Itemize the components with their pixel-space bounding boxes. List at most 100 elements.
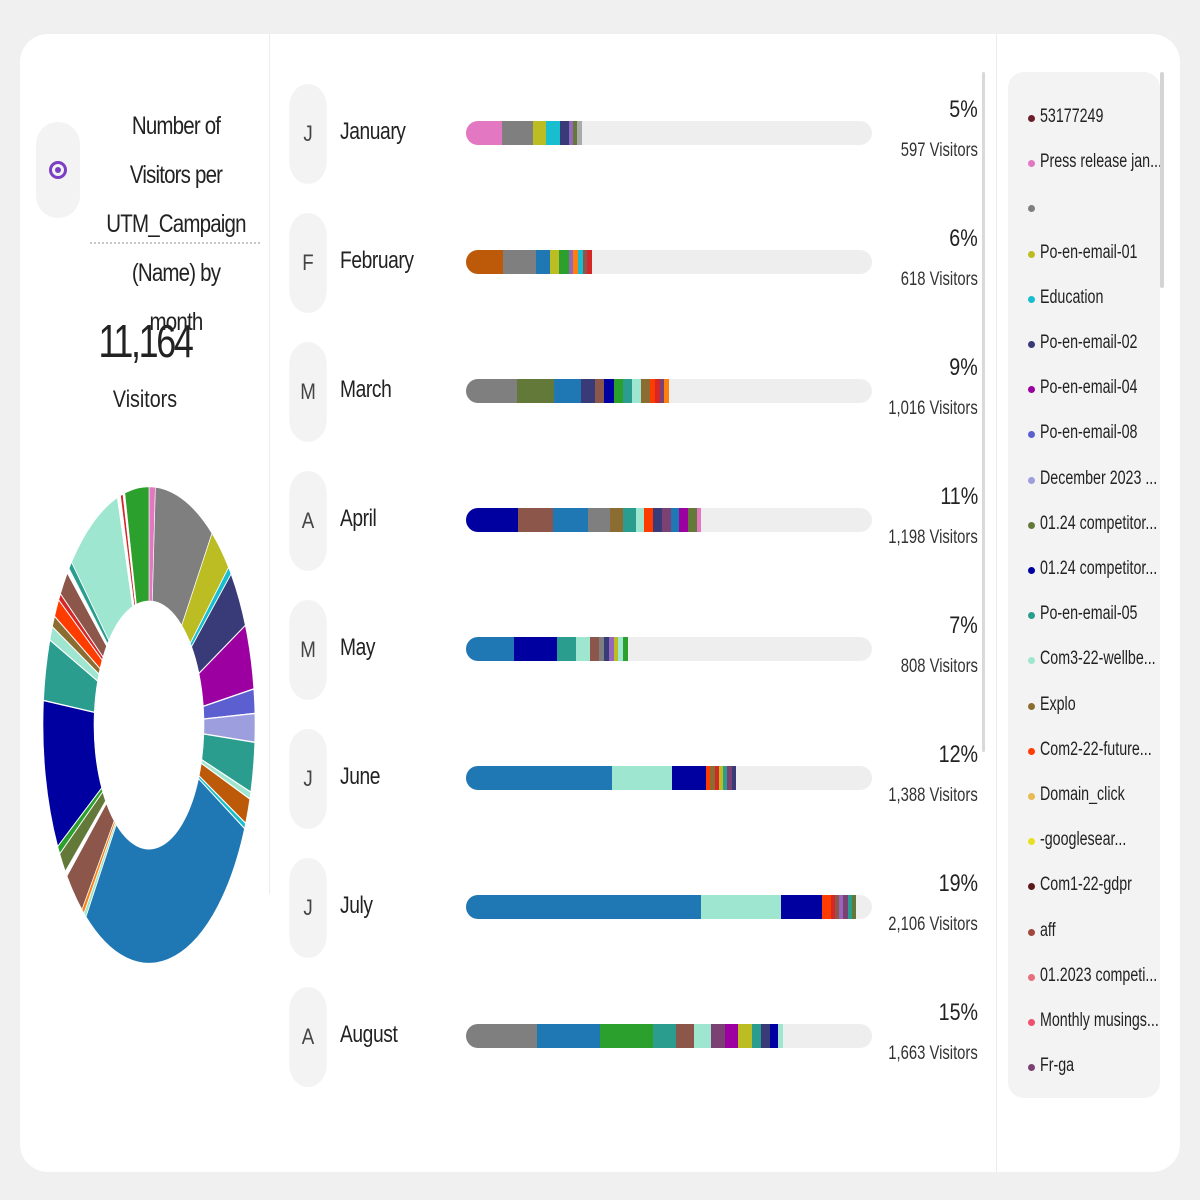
campaign-segment[interactable] [623, 637, 628, 661]
campaign-segment[interactable] [653, 508, 662, 532]
campaign-segment[interactable] [532, 121, 547, 145]
legend-item[interactable]: December 2023 ... [1028, 468, 1160, 498]
campaign-segment[interactable] [613, 637, 619, 661]
legend-item[interactable]: Com2-22-future... [1028, 739, 1160, 769]
campaign-segment[interactable] [599, 637, 605, 661]
legend-item[interactable]: Po-en-email-01 [1028, 242, 1160, 272]
month-bar-track[interactable] [466, 379, 872, 403]
campaign-segment[interactable] [568, 121, 574, 145]
legend-item[interactable]: 01.2023 competi... [1028, 965, 1160, 995]
legend-item[interactable]: Monthly musings... [1028, 1010, 1160, 1040]
month-bar-track[interactable] [466, 250, 872, 274]
campaign-segment[interactable] [700, 895, 781, 919]
campaign-segment[interactable] [659, 379, 665, 403]
legend-item[interactable]: aff [1028, 920, 1160, 950]
campaign-segment[interactable] [830, 895, 835, 919]
campaign-segment[interactable] [611, 766, 672, 790]
campaign-segment[interactable] [553, 508, 588, 532]
campaign-segment[interactable] [466, 250, 504, 274]
legend-item[interactable]: Po-en-email-02 [1028, 332, 1160, 362]
campaign-segment[interactable] [851, 895, 856, 919]
month-row[interactable]: M March 9% 1,016 Visitors [280, 342, 990, 442]
month-bar-track[interactable] [466, 508, 872, 532]
legend-item[interactable]: Po-en-email-05 [1028, 603, 1160, 633]
campaign-segment[interactable] [641, 379, 651, 403]
legend-scrollbar[interactable] [1160, 72, 1164, 288]
month-row[interactable]: J June 12% 1,388 Visitors [280, 729, 990, 829]
campaign-segment[interactable] [608, 637, 614, 661]
month-row[interactable]: A August 15% 1,663 Visitors [280, 987, 990, 1087]
campaign-segment[interactable] [618, 637, 624, 661]
campaign-segment[interactable] [705, 766, 711, 790]
campaign-segment[interactable] [559, 121, 569, 145]
campaign-segment[interactable] [599, 1024, 654, 1048]
campaign-segment[interactable] [581, 379, 596, 403]
campaign-segment[interactable] [622, 508, 636, 532]
campaign-segment[interactable] [632, 379, 642, 403]
donut-slice[interactable] [85, 777, 245, 965]
months-scrollbar[interactable] [982, 72, 985, 752]
campaign-segment[interactable] [723, 766, 728, 790]
campaign-segment[interactable] [653, 1024, 676, 1048]
campaign-segment[interactable] [535, 250, 550, 274]
campaign-donut-chart[interactable] [38, 480, 260, 980]
campaign-segment[interactable] [727, 766, 732, 790]
campaign-segment[interactable] [687, 508, 697, 532]
campaign-segment[interactable] [696, 508, 701, 532]
campaign-segment[interactable] [724, 1024, 739, 1048]
campaign-segment[interactable] [670, 508, 680, 532]
month-bar-track[interactable] [466, 637, 872, 661]
chart-type-button[interactable] [36, 122, 80, 218]
campaign-segment[interactable] [549, 250, 560, 274]
campaign-segment[interactable] [604, 637, 609, 661]
campaign-segment[interactable] [609, 508, 623, 532]
campaign-segment[interactable] [568, 250, 574, 274]
campaign-segment[interactable] [466, 895, 701, 919]
month-bar-track[interactable] [466, 766, 872, 790]
legend-item[interactable]: -googlesear... [1028, 829, 1160, 859]
campaign-segment[interactable] [573, 250, 578, 274]
month-bar-track[interactable] [466, 1024, 872, 1048]
campaign-segment[interactable] [466, 121, 502, 145]
legend-item[interactable]: 01.24 competitor... [1028, 558, 1160, 588]
legend-item[interactable]: Domain_click [1028, 784, 1160, 814]
campaign-segment[interactable] [847, 895, 852, 919]
campaign-segment[interactable] [466, 637, 514, 661]
campaign-segment[interactable] [778, 1024, 783, 1048]
month-row[interactable]: A April 11% 1,198 Visitors [280, 471, 990, 571]
campaign-segment[interactable] [582, 250, 588, 274]
legend-item[interactable] [1028, 196, 1160, 226]
legend-item[interactable]: 53177249 [1028, 106, 1160, 136]
campaign-segment[interactable] [710, 766, 715, 790]
campaign-segment[interactable] [822, 895, 831, 919]
campaign-segment[interactable] [714, 766, 719, 790]
campaign-segment[interactable] [622, 379, 633, 403]
campaign-segment[interactable] [731, 766, 736, 790]
legend-item[interactable]: Com1-22-gdpr [1028, 874, 1160, 904]
campaign-segment[interactable] [577, 121, 582, 145]
month-row[interactable]: J July 19% 2,106 Visitors [280, 858, 990, 958]
campaign-segment[interactable] [843, 895, 848, 919]
legend-item[interactable]: Education [1028, 287, 1160, 317]
campaign-segment[interactable] [537, 1024, 600, 1048]
campaign-segment[interactable] [559, 250, 569, 274]
campaign-segment[interactable] [664, 379, 669, 403]
month-row[interactable]: F February 6% 618 Visitors [280, 213, 990, 313]
campaign-segment[interactable] [675, 1024, 694, 1048]
campaign-segment[interactable] [518, 508, 554, 532]
campaign-segment[interactable] [577, 250, 583, 274]
campaign-segment[interactable] [671, 766, 706, 790]
campaign-segment[interactable] [587, 250, 592, 274]
legend-item[interactable]: Fr-ga [1028, 1055, 1160, 1085]
legend-item[interactable]: Press release jan... [1028, 151, 1160, 181]
month-row[interactable]: M May 7% 808 Visitors [280, 600, 990, 700]
campaign-segment[interactable] [635, 508, 645, 532]
campaign-segment[interactable] [587, 508, 610, 532]
donut-slice[interactable] [124, 485, 150, 606]
legend-item[interactable]: Po-en-email-08 [1028, 422, 1160, 452]
campaign-segment[interactable] [834, 895, 840, 919]
campaign-segment[interactable] [679, 508, 688, 532]
campaign-segment[interactable] [546, 121, 560, 145]
campaign-segment[interactable] [466, 379, 517, 403]
campaign-segment[interactable] [604, 379, 614, 403]
